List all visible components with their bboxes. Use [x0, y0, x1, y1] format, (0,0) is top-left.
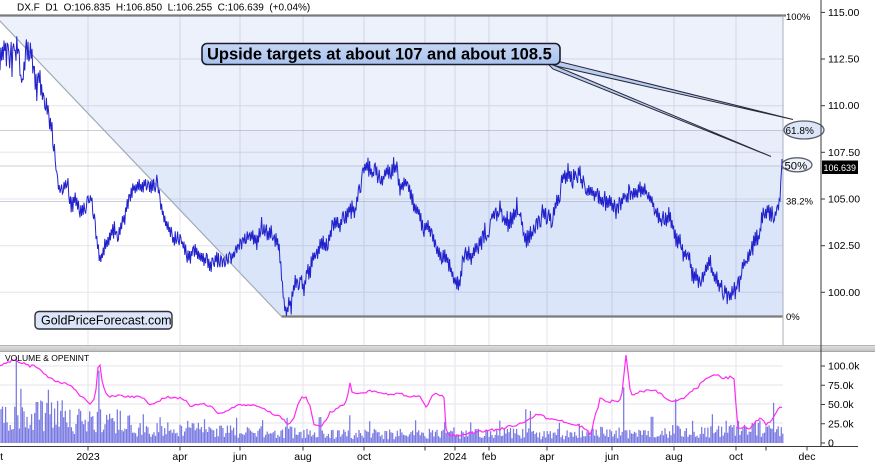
svg-text:107.50: 107.50	[828, 147, 860, 159]
svg-text:aug: aug	[665, 451, 683, 463]
svg-text:DX.F D1 O:106.835 H:106.850: DX.F D1 O:106.835 H:106.850 L:106.255 C:…	[17, 3, 310, 14]
svg-text:feb: feb	[482, 451, 497, 463]
svg-text:75.0k: 75.0k	[828, 380, 854, 392]
svg-text:2024: 2024	[443, 451, 467, 463]
svg-text:Upside targets at about 107 an: Upside targets at about 107 and about 10…	[207, 46, 552, 64]
svg-text:102.50: 102.50	[828, 240, 860, 252]
svg-text:110.00: 110.00	[828, 100, 859, 112]
svg-text:jun: jun	[604, 451, 619, 463]
svg-text:oct: oct	[357, 451, 371, 463]
svg-text:115.00: 115.00	[828, 7, 859, 19]
svg-text:oct: oct	[0, 451, 3, 463]
svg-text:100.0k: 100.0k	[828, 361, 860, 373]
svg-text:112.50: 112.50	[828, 54, 859, 66]
svg-text:106.639: 106.639	[824, 163, 857, 173]
svg-text:38.2%: 38.2%	[786, 197, 813, 208]
svg-text:25.0k: 25.0k	[828, 418, 854, 430]
svg-text:dec: dec	[799, 451, 816, 463]
svg-text:0%: 0%	[786, 312, 800, 323]
svg-text:100%: 100%	[786, 12, 811, 23]
svg-text:50%: 50%	[785, 160, 808, 172]
svg-text:apr: apr	[539, 451, 555, 463]
svg-text:2023: 2023	[76, 451, 100, 463]
svg-text:100.00: 100.00	[828, 287, 860, 299]
svg-text:50.0k: 50.0k	[828, 399, 854, 411]
svg-text:aug: aug	[294, 451, 312, 463]
svg-text:apr: apr	[172, 451, 188, 463]
svg-text:0: 0	[828, 438, 834, 450]
svg-text:jun: jun	[232, 451, 247, 463]
svg-text:oct: oct	[729, 451, 743, 463]
svg-text:61.8%: 61.8%	[786, 126, 814, 137]
svg-text:GoldPriceForecast.com: GoldPriceForecast.com	[41, 314, 172, 328]
svg-text:105.00: 105.00	[828, 194, 860, 206]
svg-text:VOLUME & OPENINT: VOLUME & OPENINT	[5, 353, 89, 363]
